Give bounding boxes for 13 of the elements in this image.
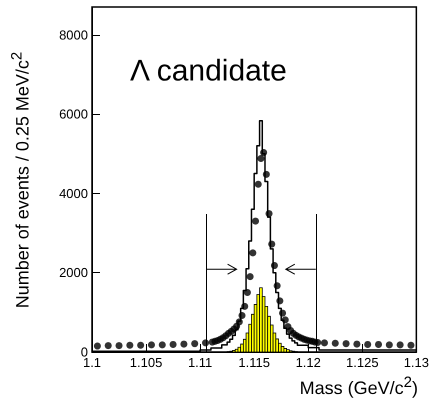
y-tick-label: 4000 xyxy=(59,186,88,201)
y-tick-label: 6000 xyxy=(59,106,88,122)
y-tick-label: 2000 xyxy=(59,265,88,280)
x-tick-label: 1.105 xyxy=(130,355,162,370)
x-tick-label: 1.13 xyxy=(404,355,430,370)
x-tick-label: 1.12 xyxy=(296,355,321,370)
x-tick-label: 1.115 xyxy=(238,355,270,370)
x-tick-label: 1.125 xyxy=(346,355,379,370)
x-tick-label: 1.11 xyxy=(188,355,212,370)
y-tick-label: 0 xyxy=(80,344,88,360)
annotation: Λ candidate xyxy=(130,54,287,88)
x-axis-title: Mass (GeV/c$^{2}$) xyxy=(300,373,418,399)
y-tick-label: 8000 xyxy=(59,27,88,42)
